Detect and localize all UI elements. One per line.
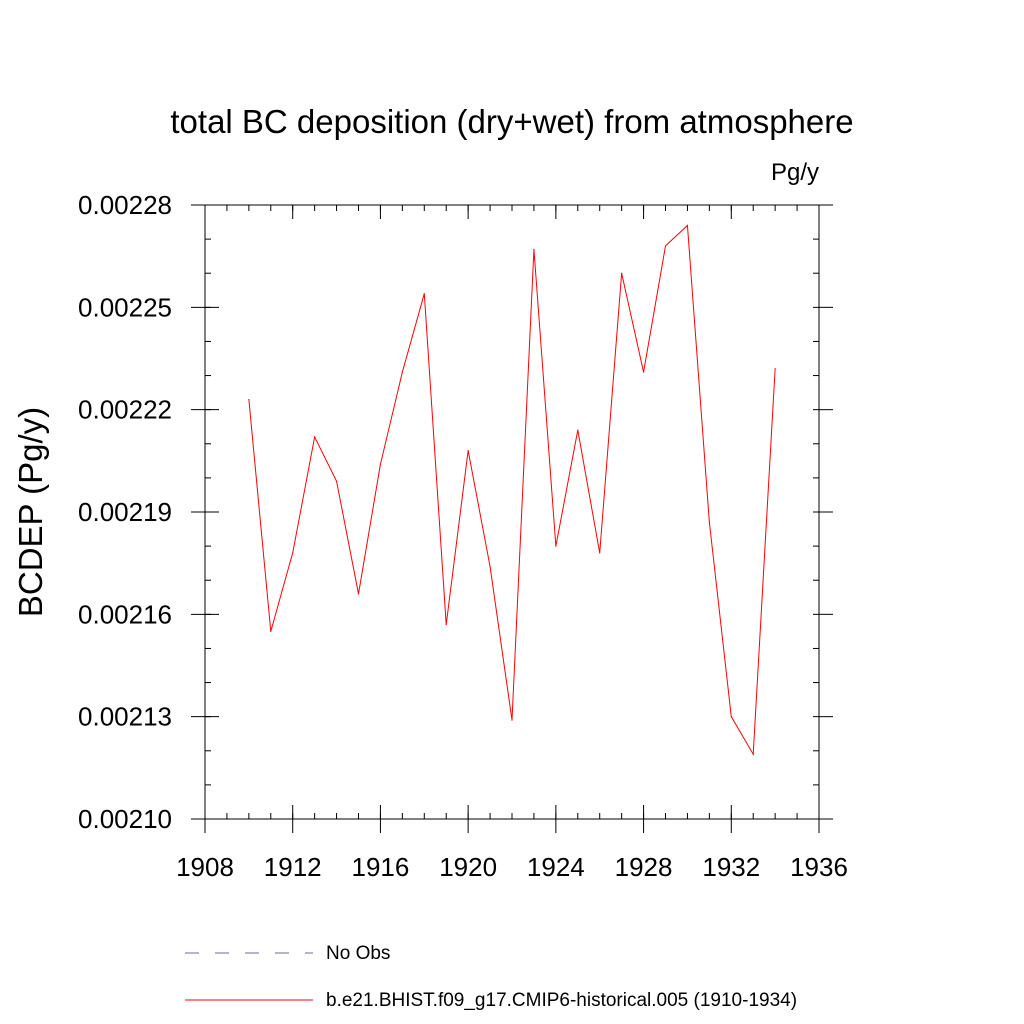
data-point	[270, 630, 272, 632]
data-point	[292, 552, 294, 554]
x-axis: 1908 1912 1916 1920 1924 1928 1932 1936	[176, 205, 848, 882]
series-line-0	[248, 224, 776, 756]
data-point	[467, 450, 469, 452]
y-tick-label: 0.00228	[78, 190, 172, 220]
data-point	[379, 463, 382, 465]
data-point	[774, 368, 776, 370]
data-point	[577, 429, 579, 431]
data-point	[489, 565, 491, 568]
data-point	[642, 371, 645, 373]
x-tick-label: 1932	[702, 852, 760, 882]
data-point	[730, 716, 732, 718]
minor-ticks	[204, 204, 820, 820]
data-point	[314, 436, 316, 438]
units-label: Pg/y	[771, 159, 819, 186]
y-axis: 0.00210 0.00213 0.00216 0.00219 0.00222 0.002…	[78, 190, 833, 834]
data-point	[423, 293, 425, 295]
plot-frame	[204, 204, 820, 820]
data-point	[621, 272, 623, 274]
legend-label-model-run: b.e21.BHIST.f09_g17.CMIP6-historical.005…	[326, 990, 797, 1011]
data-point	[401, 371, 403, 373]
data-point	[248, 398, 250, 401]
y-tick-label: 0.00222	[78, 395, 172, 425]
data-point	[686, 224, 689, 227]
data-point	[511, 719, 513, 721]
y-tick-label: 0.00225	[78, 292, 172, 322]
data-point	[599, 552, 601, 554]
y-tick-label: 0.00216	[78, 599, 172, 629]
y-tick-label: 0.00210	[78, 804, 172, 834]
x-tick-label: 1912	[264, 852, 322, 882]
y-tick-label: 0.00219	[78, 497, 172, 527]
chart-title: total BC deposition (dry+wet) from atmos…	[170, 103, 853, 140]
data-point	[664, 245, 667, 247]
y-axis-label: BCDEP (Pg/y)	[12, 407, 49, 617]
x-tick-label: 1916	[352, 852, 410, 882]
x-tick-label: 1936	[790, 852, 848, 882]
data-point	[708, 521, 710, 523]
x-tick-label: 1920	[439, 852, 497, 882]
legend: No Obs b.e21.BHIST.f09_g17.CMIP6-histori…	[185, 943, 797, 1011]
x-tick-label: 1928	[615, 852, 673, 882]
data-point	[445, 623, 447, 626]
data-point	[752, 753, 754, 755]
data-point	[357, 593, 360, 595]
x-tick-label: 1908	[176, 852, 234, 882]
x-tick-label: 1924	[527, 852, 585, 882]
data-point	[555, 545, 557, 547]
data-point	[533, 248, 535, 250]
legend-label-no-obs: No Obs	[326, 943, 390, 964]
series-layer	[248, 224, 776, 756]
y-tick-label: 0.00213	[78, 702, 172, 732]
data-point	[335, 480, 338, 482]
